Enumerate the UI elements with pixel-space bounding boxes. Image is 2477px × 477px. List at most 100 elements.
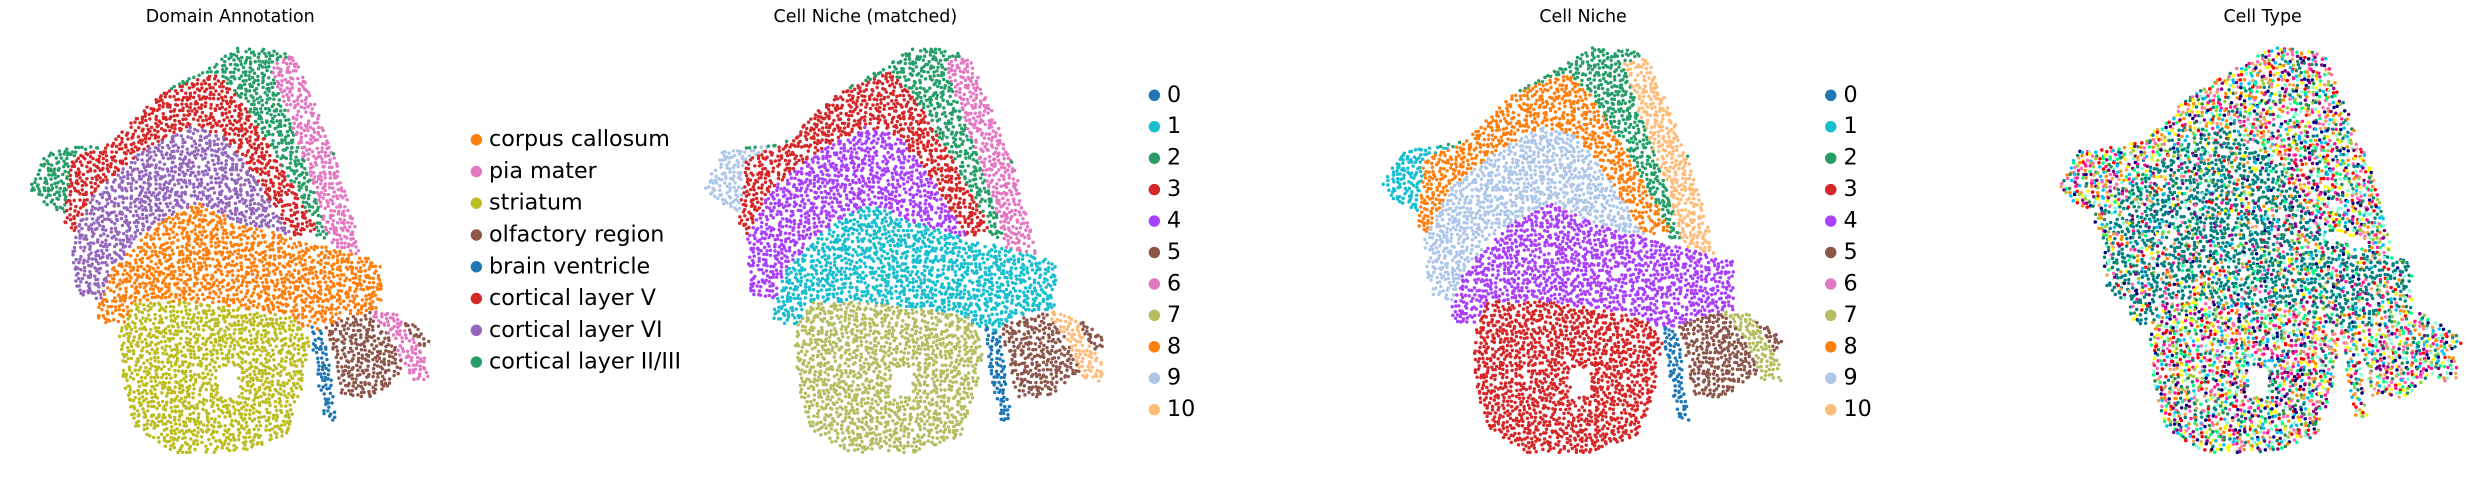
spot [192,185,196,190]
spot [217,240,222,244]
spot [364,298,369,302]
spot [346,208,350,213]
spot [153,295,158,299]
spot [106,169,111,174]
spot [268,411,272,415]
spot [65,147,69,151]
spot [138,298,142,302]
spot [322,270,327,274]
spot [298,93,303,97]
spot [215,351,219,356]
spot [288,339,293,343]
spot [149,133,154,137]
spot [246,178,251,182]
spot [282,89,287,93]
spot [398,332,402,337]
spot [167,295,172,299]
spot [341,228,345,232]
spot [109,304,114,309]
spot [171,205,175,210]
spot [288,90,292,94]
spot [154,97,158,102]
spot [214,278,219,283]
spot [171,309,176,313]
spot [219,161,224,165]
spot [426,339,431,344]
spot [295,210,300,214]
spot [301,75,305,80]
spot [239,267,244,272]
spot [190,144,194,148]
spot [239,145,243,149]
spot [267,380,271,385]
spot [290,389,295,393]
spot [110,185,114,189]
spot [318,285,323,289]
spot [327,185,332,190]
spot [286,218,291,222]
spot [256,202,261,206]
spot [378,351,382,356]
spot [142,361,146,365]
spot [255,182,259,187]
spot [258,252,263,256]
spot [82,265,87,270]
spot [268,124,272,128]
spot [201,190,205,194]
spot [235,340,240,344]
spot [124,156,128,161]
spot [217,338,222,343]
spot [106,201,110,206]
spot [92,232,96,236]
spot [224,86,229,91]
spot [45,202,49,207]
spot [96,207,101,212]
spot [368,317,373,321]
spot [171,305,176,309]
spot [140,322,144,326]
spot [150,193,154,197]
spot [188,125,192,130]
spot [209,70,213,74]
spot [132,220,137,225]
spot [216,209,221,214]
spot [198,115,203,119]
spot [209,180,214,185]
spot [187,256,192,261]
spot [69,202,73,206]
spot [243,254,248,258]
spot [189,205,194,209]
spot [254,151,258,155]
spot [342,252,346,257]
spot [97,271,101,275]
spot [300,284,305,288]
spot [153,249,158,254]
spot [153,325,158,330]
spot [201,336,205,341]
spot [247,47,252,51]
spot [242,225,247,229]
spot [187,401,191,405]
spot [255,227,259,232]
spot [143,114,147,118]
spot [187,239,191,243]
spot [253,180,258,184]
spot [191,382,196,387]
spot [288,351,293,356]
spot [326,220,330,224]
spot [267,132,271,137]
spot [290,412,294,417]
spot [239,116,243,121]
spot [208,139,212,143]
spot [253,224,258,228]
spot [256,78,260,83]
spot [282,99,286,104]
spot [215,103,219,108]
spot [128,331,133,336]
spot [208,319,212,323]
spot [324,228,329,232]
spot [125,345,130,350]
spot [195,109,199,114]
spot [187,96,192,101]
